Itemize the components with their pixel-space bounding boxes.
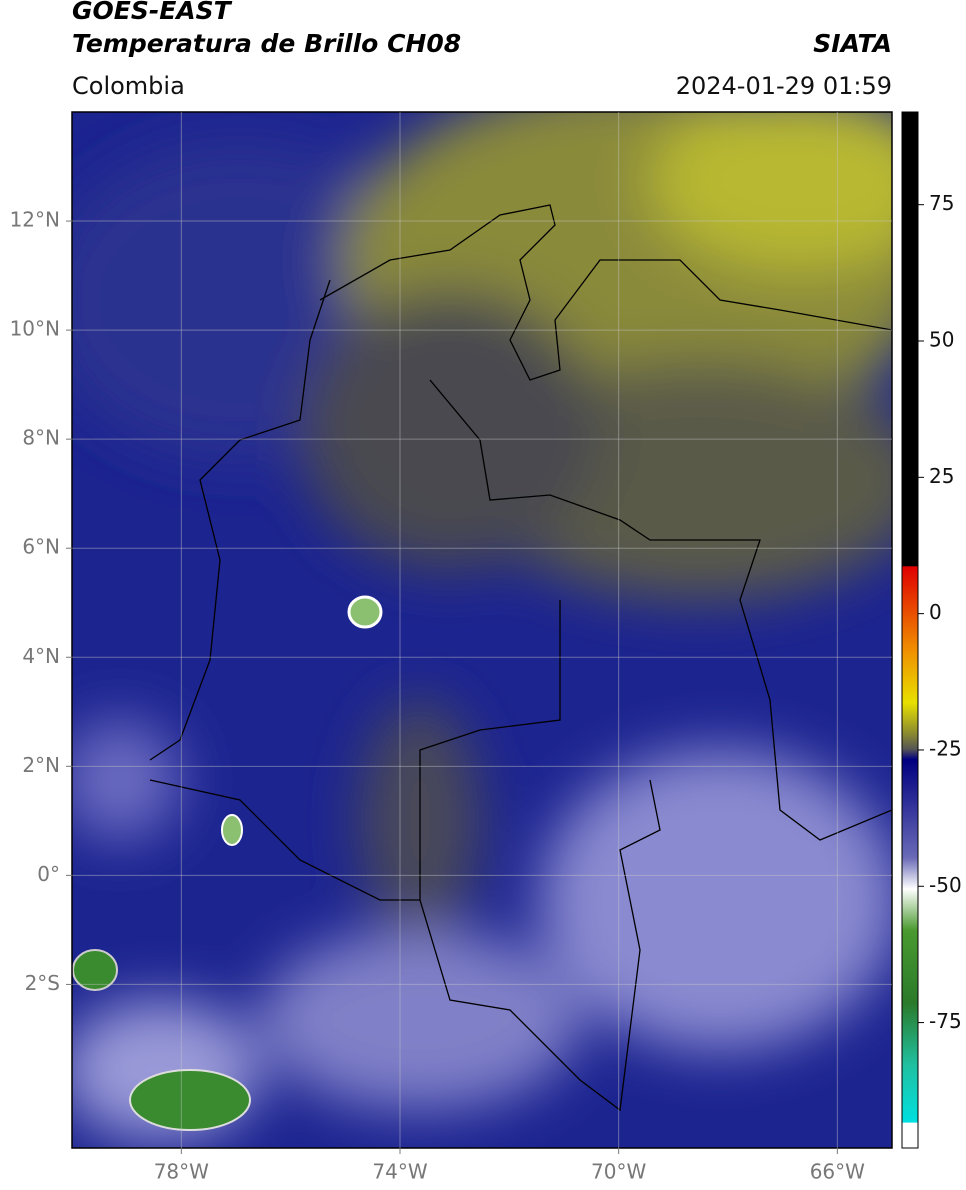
title: GOES-EAST	[72, 0, 233, 25]
lat-tick-label: 12°N	[10, 208, 60, 232]
source: SIATA	[813, 29, 892, 58]
datetime: 2024-01-29 01:59	[676, 72, 892, 100]
colorbar-tick-label: -25	[929, 736, 962, 760]
lon-tick-label: 70°W	[591, 1160, 646, 1184]
colorbar	[901, 111, 919, 1149]
colorbar-tick-label: 0	[929, 600, 942, 624]
lat-tick-label: 4°N	[22, 644, 60, 668]
lat-tick-label: 2°N	[22, 753, 60, 777]
lat-tick-label: 6°N	[22, 535, 60, 559]
map-frame	[71, 111, 893, 1149]
lat-tick-label: 2°S	[25, 971, 60, 995]
lat-tick-label: 8°N	[22, 426, 60, 450]
region: Colombia	[72, 72, 185, 100]
subtitle: Temperatura de Brillo CH08	[72, 29, 461, 58]
colorbar-tick-label: 50	[929, 328, 954, 352]
lat-tick-label: 0°	[37, 862, 60, 886]
colorbar-tick-label: -50	[929, 873, 962, 897]
lon-tick-label: 78°W	[154, 1160, 209, 1184]
lon-tick-label: 74°W	[372, 1160, 427, 1184]
colorbar-tick-label: -75	[929, 1009, 962, 1033]
colorbar-tick-label: 75	[929, 191, 954, 215]
satellite-image	[72, 112, 892, 1148]
colorbar-tick-label: 25	[929, 464, 954, 488]
lat-tick-label: 10°N	[10, 317, 60, 341]
lon-tick-label: 66°W	[810, 1160, 865, 1184]
